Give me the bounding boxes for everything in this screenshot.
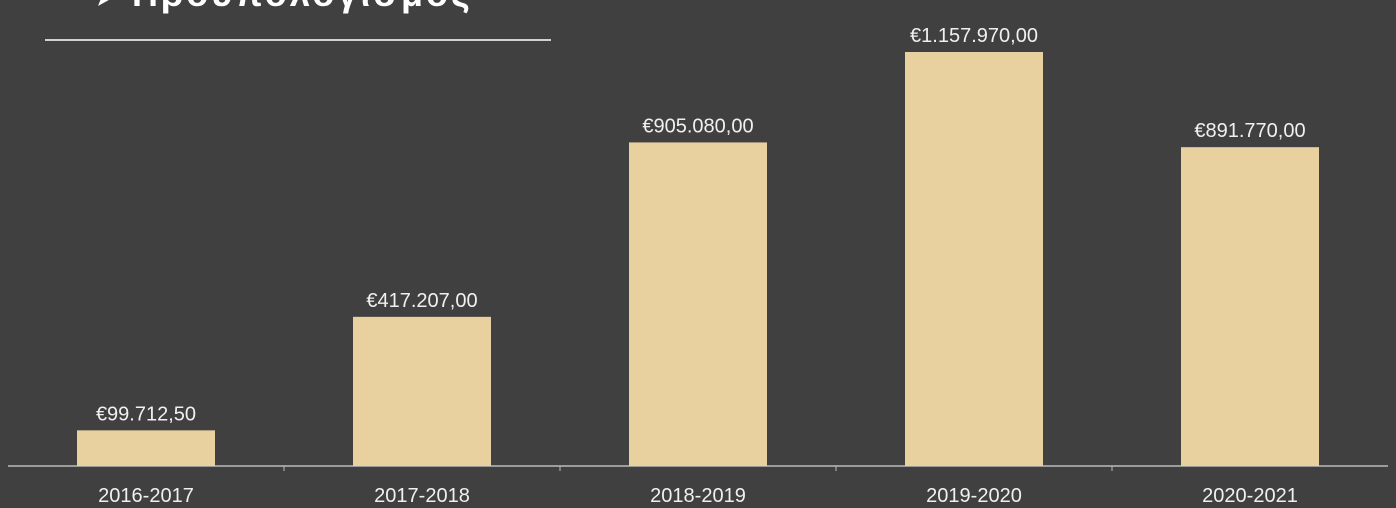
bar [629,142,767,466]
value-label: €99.712,50 [96,403,196,425]
title-arrow [98,0,109,6]
value-label: €417.207,00 [366,290,477,312]
x-tick-label: 2020-2021 [1202,485,1298,507]
x-tick-label: 2019-2020 [926,485,1022,507]
value-label: €905.080,00 [642,115,753,137]
value-label: €1.157.970,00 [910,25,1038,47]
bar [1181,147,1319,466]
x-tick-label: 2016-2017 [98,485,194,507]
bar [77,430,215,466]
bar [353,316,491,466]
x-tick-label: 2017-2018 [374,485,470,507]
x-tick-label: 2018-2019 [650,485,746,507]
value-label: €891.770,00 [1194,120,1305,142]
bar [905,52,1043,466]
chart-title: Προϋπολογισμός [132,0,473,14]
